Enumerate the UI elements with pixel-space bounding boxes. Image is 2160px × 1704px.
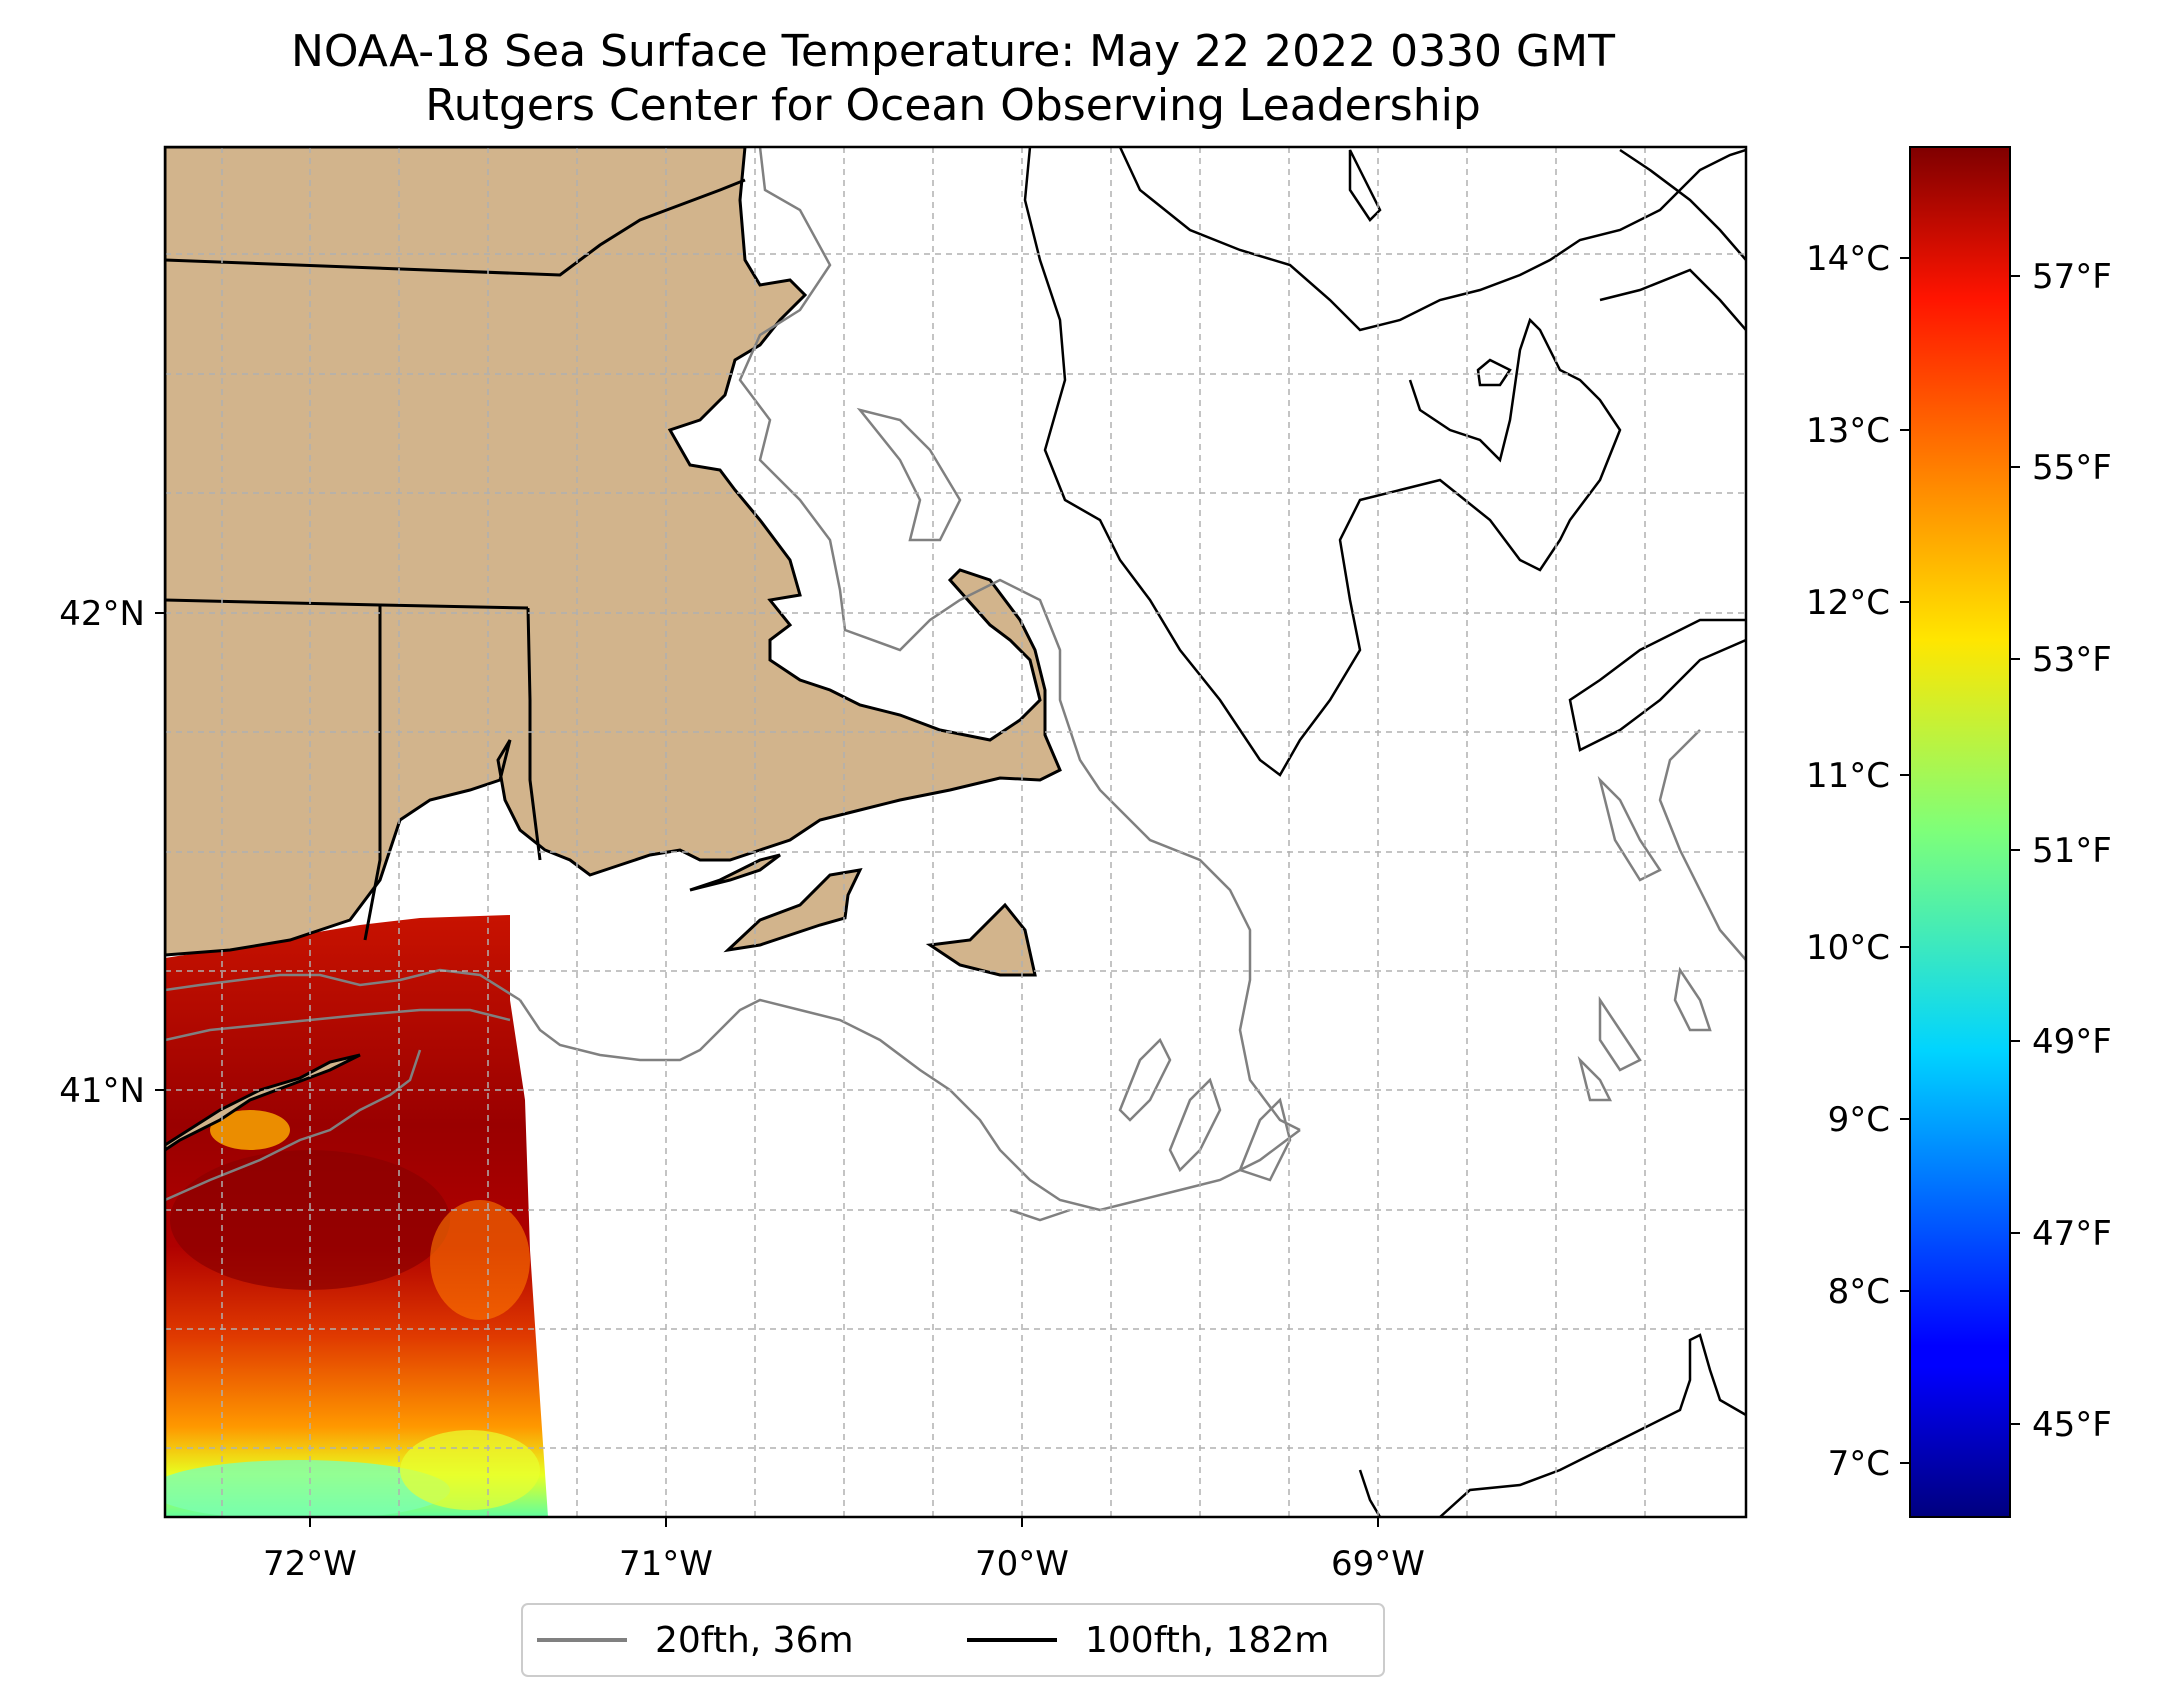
map-frame [163,145,1748,1519]
legend-label-100fth: 100fth, 182m [1085,1620,1329,1661]
graticule [165,147,1746,1517]
legend-box [521,1603,1385,1677]
contour-20fth [165,147,1746,1222]
colorbar-f-label: 55°F [2032,448,2112,488]
marthas-vineyard [723,868,863,953]
elizabeth-islands [689,853,781,892]
colorbar-c-label: 9°C [1828,1100,1890,1140]
colorbar: 14°C 13°C 12°C 11°C 10°C 9°C 8°C 7°C 57°… [1806,146,2112,1518]
colorbar-f-label: 57°F [2032,257,2112,297]
lat-label-41n: 41°N [59,1071,145,1111]
coast-100fth [1023,147,1746,1517]
colorbar-f-label: 45°F [2032,1405,2112,1445]
colorbar-f-label: 49°F [2032,1022,2112,1062]
lon-label-72w: 72°W [263,1544,357,1584]
chart-title: NOAA-18 Sea Surface Temperature: May 22 … [291,26,1615,77]
colorbar-f-label: 53°F [2032,640,2112,680]
map-ticks [155,612,1379,1527]
legend: 20fth, 36m 100fth, 182m [521,1603,1385,1677]
lon-label-69w: 69°W [1331,1544,1425,1584]
lon-label-71w: 71°W [619,1544,713,1584]
colorbar-gradient [1909,146,2011,1518]
lon-label-70w: 70°W [975,1544,1069,1584]
nantucket [925,902,1037,977]
colorbar-f-label: 51°F [2032,831,2112,871]
colorbar-c-label: 13°C [1806,411,1890,451]
new-england-coast [165,147,1062,957]
state-borders [165,178,746,941]
long-island [165,1053,361,1152]
colorbar-c-label: 8°C [1828,1272,1890,1312]
legend-label-20fth: 20fth, 36m [655,1620,854,1661]
map-plot-area [165,147,1746,1517]
colorbar-ticks [1900,257,2020,1464]
sst-raster [165,915,548,1517]
chart-subtitle: Rutgers Center for Ocean Observing Leade… [425,80,1481,131]
lat-label-42n: 42°N [59,594,145,634]
colorbar-c-label: 14°C [1806,239,1890,279]
colorbar-f-label: 47°F [2032,1214,2112,1254]
colorbar-c-label: 10°C [1806,928,1890,968]
colorbar-c-label: 12°C [1806,583,1890,623]
colorbar-c-label: 11°C [1806,756,1890,796]
colorbar-c-label: 7°C [1828,1444,1890,1484]
land [165,147,1062,1152]
